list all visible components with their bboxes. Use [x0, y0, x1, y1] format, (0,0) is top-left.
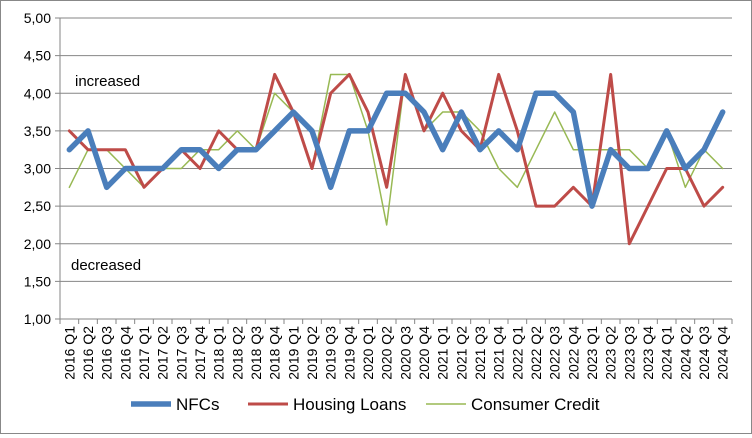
legend-label-nfcs: NFCs [176, 395, 219, 414]
x-tick-label: 2018 Q1 [211, 326, 227, 380]
x-tick-label: 2016 Q4 [117, 326, 133, 380]
series-line-nfcs [66, 90, 726, 209]
y-axis-ticks: 1,00 1,50 2,00 2,50 3,00 3,50 4,00 4,50 5,00 [24, 10, 60, 327]
x-tick-label: 2019 Q2 [304, 326, 320, 380]
x-tick-label: 2018 Q3 [248, 326, 264, 380]
x-axis-ticks: 2016 Q1 2016 Q2 2016 Q3 2016 Q4 2017 Q1 2017 … [59, 319, 733, 380]
x-tick-label: 2018 Q4 [267, 326, 283, 380]
annotation-decreased: decreased [71, 257, 141, 274]
x-tick-label: 2020 Q1 [360, 326, 376, 380]
x-tick-label: 2024 Q4 [715, 326, 731, 380]
x-tick-label: 2016 Q1 [61, 326, 77, 380]
annotation-increased: increased [75, 73, 140, 90]
x-tick-label: 2021 Q1 [435, 326, 451, 380]
x-tick-label: 2020 Q2 [379, 326, 395, 380]
legend-label-housing-loans: Housing Loans [293, 395, 406, 414]
x-tick-label: 2020 Q4 [416, 326, 432, 380]
x-tick-label: 2017 Q1 [136, 326, 152, 380]
x-tick-label: 2022 Q2 [528, 326, 544, 380]
series-lines [66, 72, 726, 246]
y-tick-label: 3,00 [24, 161, 51, 177]
legend: NFCs Housing Loans Consumer Credit [131, 395, 600, 414]
x-tick-label: 2016 Q2 [80, 326, 96, 380]
legend-label-consumer-credit: Consumer Credit [471, 395, 600, 414]
y-tick-label: 2,00 [24, 236, 51, 252]
x-tick-label: 2023 Q1 [584, 326, 600, 380]
x-tick-label: 2018 Q2 [229, 326, 245, 380]
x-tick-label: 2022 Q4 [565, 326, 581, 380]
x-tick-label: 2024 Q3 [696, 326, 712, 380]
x-tick-label: 2019 Q4 [341, 326, 357, 380]
y-tick-label: 1,00 [24, 311, 51, 327]
y-tick-label: 3,50 [24, 123, 51, 139]
x-tick-label: 2019 Q3 [323, 326, 339, 380]
y-tick-label: 2,50 [24, 198, 51, 214]
x-tick-label: 2021 Q4 [491, 326, 507, 380]
x-tick-label: 2022 Q1 [509, 326, 525, 380]
x-tick-label: 2019 Q1 [285, 326, 301, 380]
x-tick-label: 2024 Q2 [677, 326, 693, 380]
y-tick-label: 1,50 [24, 273, 51, 289]
x-tick-label: 2023 Q2 [603, 326, 619, 380]
y-tick-label: 4,50 [24, 48, 51, 64]
x-tick-label: 2020 Q3 [397, 326, 413, 380]
y-tick-label: 4,00 [24, 85, 51, 101]
y-tick-label: 5,00 [24, 10, 51, 26]
x-tick-label: 2016 Q3 [99, 326, 115, 380]
x-tick-label: 2022 Q3 [547, 326, 563, 380]
x-tick-label: 2024 Q1 [659, 326, 675, 380]
x-tick-label: 2021 Q3 [472, 326, 488, 380]
x-tick-label: 2017 Q3 [173, 326, 189, 380]
x-tick-label: 2023 Q4 [640, 326, 656, 380]
x-tick-label: 2017 Q4 [192, 326, 208, 380]
x-tick-label: 2017 Q2 [155, 326, 171, 380]
x-tick-label: 2021 Q2 [453, 326, 469, 380]
x-tick-label: 2023 Q3 [621, 326, 637, 380]
series-line-housing-loans [67, 72, 725, 246]
